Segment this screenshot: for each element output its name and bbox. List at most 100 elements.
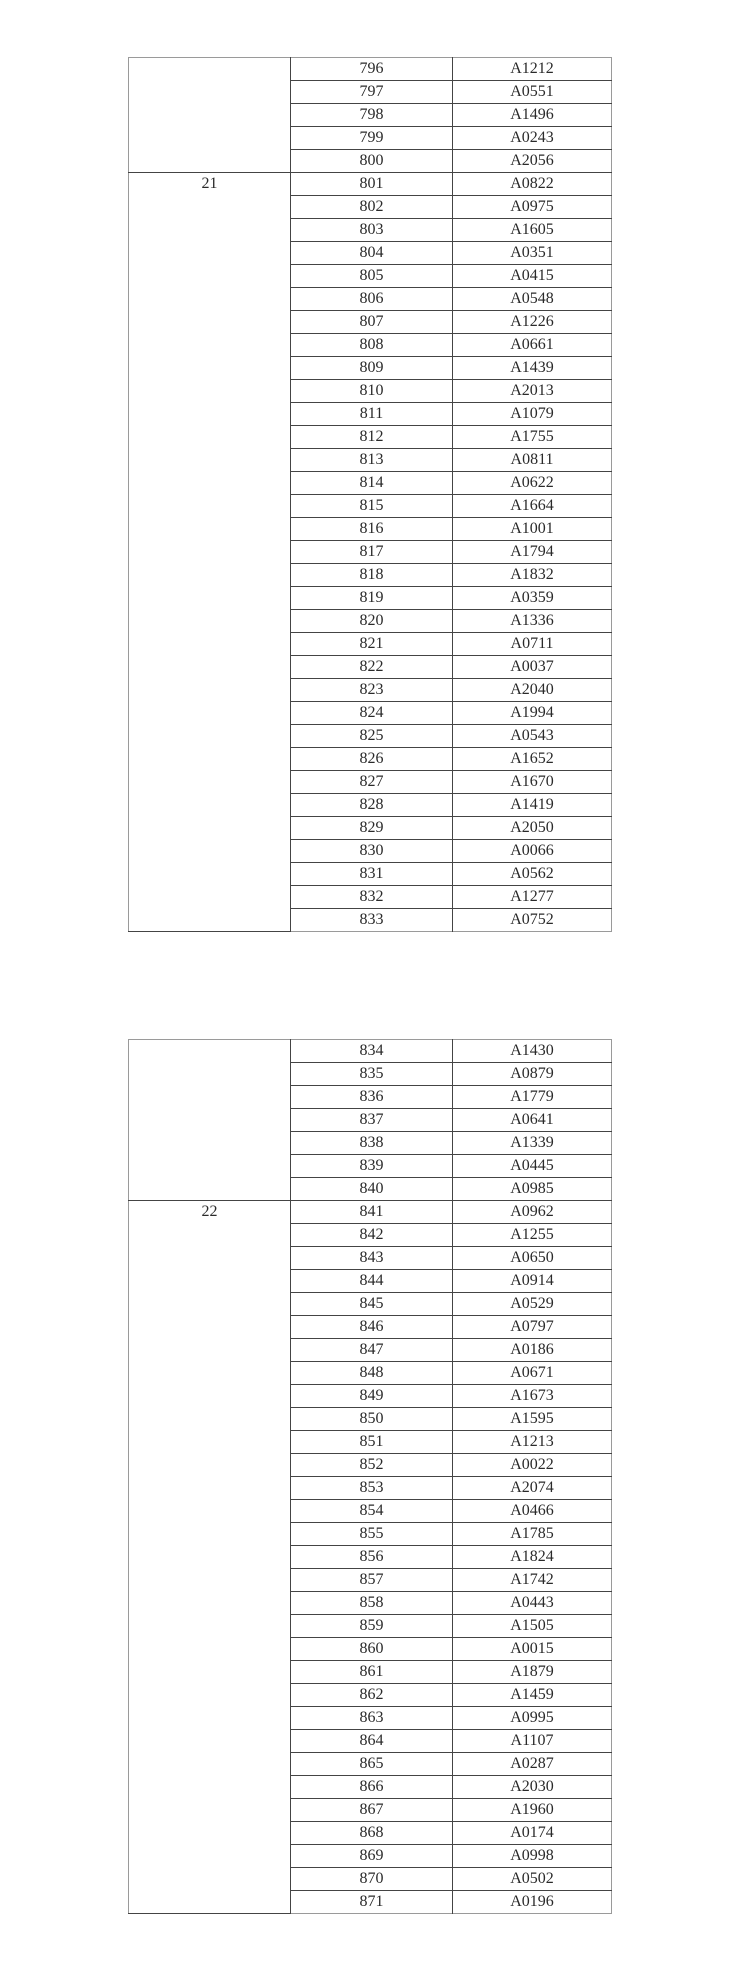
sequence-number-cell: 807 (290, 310, 453, 334)
sequence-number-cell: 829 (290, 816, 453, 840)
table-row: 805 A0415 (129, 264, 612, 288)
table-row: 846 A0797 (129, 1315, 612, 1339)
sequence-number-cell: 799 (290, 126, 453, 150)
table-row: 823 A2040 (129, 678, 612, 702)
sequence-number-cell: 871 (290, 1890, 453, 1914)
sequence-number-cell: 852 (290, 1453, 453, 1477)
code-cell: A0351 (452, 241, 612, 265)
sequence-number-cell: 848 (290, 1361, 453, 1385)
sequence-number-cell: 808 (290, 333, 453, 357)
table-row: 861 A1879 (129, 1660, 612, 1684)
table-row: 857 A1742 (129, 1568, 612, 1592)
code-cell: A1336 (452, 609, 612, 633)
assignment-table-1: 796 A1212 797 A0551 798 A1496 799 A0243 800 A2056… (128, 57, 612, 932)
sequence-number-cell: 861 (290, 1660, 453, 1684)
code-cell: A1255 (452, 1223, 612, 1247)
sequence-number-cell: 796 (290, 57, 453, 81)
code-cell: A0661 (452, 333, 612, 357)
code-cell: A0914 (452, 1269, 612, 1293)
table-row: 871 A0196 (129, 1890, 612, 1914)
table-row: 831 A0562 (129, 862, 612, 886)
table-row: 796 A1212 (128, 57, 612, 173)
sequence-number-cell: 840 (290, 1177, 453, 1201)
code-cell: A1439 (452, 356, 612, 380)
sequence-number-cell: 801 (290, 172, 453, 196)
table-row: 869 A0998 (129, 1844, 612, 1868)
table-row: 839 A0445 (129, 1154, 612, 1178)
sequence-number-cell: 809 (290, 356, 453, 380)
table-row: 829 A2050 (129, 816, 612, 840)
table-row: 803 A1605 (129, 218, 612, 242)
sequence-number-cell: 821 (290, 632, 453, 656)
sequence-number-cell: 845 (290, 1292, 453, 1316)
table-row: 868 A0174 (129, 1821, 612, 1845)
table-row: 836 A1779 (129, 1085, 612, 1109)
table-row: 819 A0359 (129, 586, 612, 610)
code-cell: A0811 (452, 448, 612, 472)
sequence-number-cell: 868 (290, 1821, 453, 1845)
sequence-number-cell: 824 (290, 701, 453, 725)
sequence-number-cell: 837 (290, 1108, 453, 1132)
assignment-table-2: 834 A1430 835 A0879 836 A1779 837 A0641 838 A1339… (128, 1039, 612, 1914)
sequence-number-cell: 858 (290, 1591, 453, 1615)
table-row: 850 A1595 (129, 1407, 612, 1431)
sequence-number-cell: 855 (290, 1522, 453, 1546)
sequence-number-cell: 818 (290, 563, 453, 587)
code-cell: A0752 (510, 911, 554, 928)
table-row: 854 A0466 (129, 1499, 612, 1523)
code-cell: A1419 (452, 793, 612, 817)
code-cell: A0443 (452, 1591, 612, 1615)
code-cell: A1879 (452, 1660, 612, 1684)
table-row: 851 A1213 (129, 1430, 612, 1454)
sequence-number-cell: 825 (290, 724, 453, 748)
table-row: 808 A0661 (129, 333, 612, 357)
code-cell: A0022 (452, 1453, 612, 1477)
sequence-number-cell: 800 (290, 149, 453, 173)
table-row: 852 A0022 (129, 1453, 612, 1477)
sequence-number-cell: 847 (290, 1338, 453, 1362)
table-row: 847 A0186 (129, 1338, 612, 1362)
sequence-number-cell: 797 (290, 80, 453, 104)
table-row: 856 A1824 (129, 1545, 612, 1569)
code-cell: A0822 (452, 172, 612, 196)
code-cell: A0196 (510, 1893, 554, 1910)
code-cell: A0186 (452, 1338, 612, 1362)
sequence-number-cell: 819 (290, 586, 453, 610)
code-cell: A0551 (452, 80, 612, 104)
code-cell: A2040 (452, 678, 612, 702)
table-row: 812 A1755 (129, 425, 612, 449)
code-cell: A0622 (452, 471, 612, 495)
sequence-number-cell: 802 (290, 195, 453, 219)
sequence-number-cell: 798 (290, 103, 453, 127)
table-row: 870 A0502 (129, 1867, 612, 1891)
sequence-number-cell: 804 (290, 241, 453, 265)
table-row: 824 A1994 (129, 701, 612, 725)
sequence-number-cell: 859 (290, 1614, 453, 1638)
code-cell: A1001 (452, 517, 612, 541)
table-row: 826 A1652 (129, 747, 612, 771)
code-cell: A0359 (452, 586, 612, 610)
table-row: 832 A1277 (129, 885, 612, 909)
sequence-number-cell: 862 (290, 1683, 453, 1707)
sequence-number-cell: 838 (290, 1131, 453, 1155)
code-cell: A1794 (452, 540, 612, 564)
code-cell: A0529 (452, 1292, 612, 1316)
sequence-number-cell: 834 (290, 1039, 453, 1063)
table-row: 848 A0671 (129, 1361, 612, 1385)
table-row: 838 A1339 (129, 1131, 612, 1155)
table-row: 800 A2056 (129, 149, 612, 173)
sequence-number-cell: 857 (290, 1568, 453, 1592)
sequence-number-cell: 812 (290, 425, 453, 449)
code-cell: A2013 (452, 379, 612, 403)
sequence-number-cell: 843 (290, 1246, 453, 1270)
sequence-number-cell: 806 (290, 287, 453, 311)
sequence-number-cell: 820 (290, 609, 453, 633)
code-cell: A1459 (452, 1683, 612, 1707)
sequence-number-cell: 816 (290, 517, 453, 541)
table-row: 21 801 A0822 (128, 172, 612, 932)
table-row: 840 A0985 (129, 1177, 612, 1201)
table-row: 837 A0641 (129, 1108, 612, 1132)
table-row: 799 A0243 (129, 126, 612, 150)
code-cell: A1339 (452, 1131, 612, 1155)
table-row: 867 A1960 (129, 1798, 612, 1822)
